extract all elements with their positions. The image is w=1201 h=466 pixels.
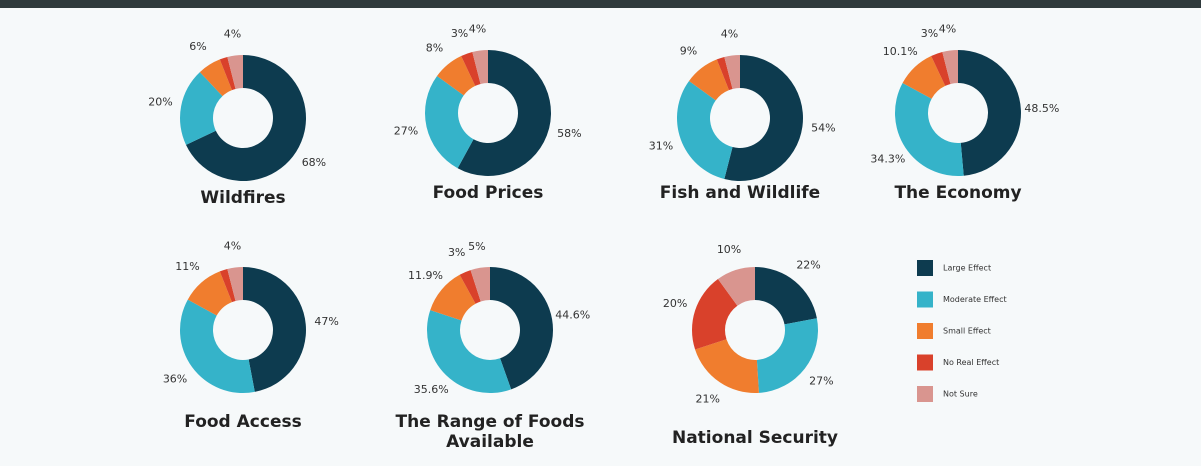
legend-swatch <box>917 323 933 339</box>
data-label: 8% <box>426 41 443 54</box>
donut-slice <box>219 268 236 303</box>
donut-slice <box>437 55 476 96</box>
data-label: 4% <box>939 23 956 36</box>
donut-slice <box>716 56 733 91</box>
data-label: 9% <box>680 45 697 58</box>
legend-label: Small Effect <box>943 327 991 336</box>
data-label: 3% <box>451 27 468 40</box>
data-label: 58% <box>557 127 581 140</box>
chart-title: Food Access <box>184 412 302 432</box>
donut-slice <box>243 267 307 392</box>
data-label: 27% <box>809 374 833 387</box>
chart-title: The Range of Foods Available <box>395 412 585 452</box>
donut-slice <box>227 55 243 89</box>
data-label: 11.9% <box>408 269 443 282</box>
donut-slice <box>425 75 474 169</box>
chart-title: Fish and Wildlife <box>659 183 821 203</box>
data-label: 44.6% <box>555 309 590 322</box>
data-label: 35.6% <box>414 383 449 396</box>
donut-slice <box>755 267 817 325</box>
donut-slice <box>472 50 488 84</box>
data-label: 68% <box>302 156 326 169</box>
data-label: 54% <box>811 122 835 135</box>
data-label: 3% <box>448 246 465 259</box>
legend-swatch <box>917 386 933 402</box>
legend-label: Moderate Effect <box>943 295 1007 304</box>
legend-swatch <box>917 291 933 308</box>
donut-slice <box>958 50 1022 176</box>
data-label: 20% <box>663 297 687 310</box>
donut-slice <box>430 274 476 321</box>
donut-slice <box>717 267 755 306</box>
donut-slice <box>459 270 481 304</box>
legend-label: Not Sure <box>943 390 978 399</box>
data-label: 20% <box>148 95 172 108</box>
donut-slice <box>724 55 803 181</box>
data-label: 4% <box>224 28 241 41</box>
data-label: 10.1% <box>883 45 918 58</box>
data-label: 5% <box>468 240 485 253</box>
donut-slice <box>470 267 490 302</box>
donut-slice <box>227 267 243 301</box>
legend-label: Large Effect <box>943 264 991 273</box>
donut-slice <box>756 318 818 393</box>
data-label: 4% <box>469 23 486 36</box>
donut-slice <box>724 55 740 89</box>
legend-swatch <box>917 260 933 276</box>
chart-title: The Economy <box>894 183 1022 203</box>
legend-swatch <box>917 354 933 371</box>
donut-slice <box>942 50 958 84</box>
data-label: 31% <box>649 139 673 152</box>
donut-slice <box>692 279 738 350</box>
donut-slice <box>199 59 232 97</box>
data-label: 36% <box>163 372 187 385</box>
data-label: 4% <box>224 240 241 253</box>
donut-slice <box>179 299 255 393</box>
donut-slice <box>490 267 554 390</box>
donut-slice <box>426 310 512 394</box>
donut-slice <box>219 56 236 91</box>
data-label: 48.5% <box>1024 102 1059 115</box>
data-label: 47% <box>314 315 338 328</box>
chart-title: National Security <box>671 428 839 448</box>
donut-slice <box>689 59 729 101</box>
donut-slice <box>931 51 951 86</box>
chart-title: Wildfires <box>200 188 286 208</box>
data-label: 27% <box>394 124 418 137</box>
data-label: 34.3% <box>870 152 905 165</box>
donut-slice <box>185 55 307 181</box>
data-label: 22% <box>796 258 820 271</box>
data-label: 3% <box>921 27 938 40</box>
donut-slice <box>187 271 232 316</box>
donut-slice <box>902 56 946 99</box>
data-label: 11% <box>175 260 199 273</box>
donut-slice <box>457 50 552 176</box>
data-label: 4% <box>721 28 738 41</box>
legend-label: No Real Effect <box>943 358 999 367</box>
donut-slice <box>461 51 481 86</box>
top-band <box>0 0 1201 8</box>
data-label: 21% <box>696 392 720 405</box>
data-label: 10% <box>717 243 741 256</box>
chart-title: Food Prices <box>432 183 544 203</box>
donut-slice <box>180 72 223 145</box>
donut-slice <box>695 339 759 394</box>
donut-slice <box>676 80 733 180</box>
data-label: 6% <box>189 40 206 53</box>
donut-slice <box>895 83 964 176</box>
